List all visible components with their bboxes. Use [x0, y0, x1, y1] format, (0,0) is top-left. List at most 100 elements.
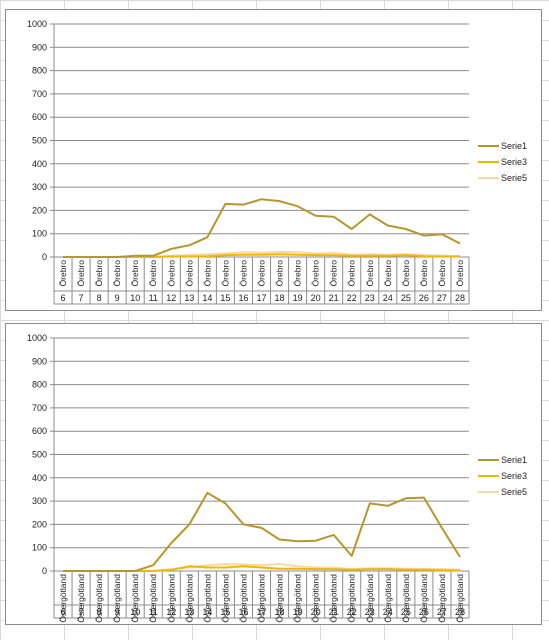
category-region-label: Östergötland	[347, 574, 357, 623]
x-tick-label: 7	[79, 607, 84, 617]
category-region-label: Östergötland	[76, 574, 86, 623]
x-tick-label: 22	[347, 293, 357, 303]
legend-label: Serie1	[501, 455, 527, 465]
category-region-label: Örebro	[130, 260, 140, 287]
y-tick-label: 1000	[27, 333, 47, 343]
x-tick-label: 13	[184, 607, 194, 617]
y-tick-label: 100	[32, 543, 47, 553]
x-tick-label: 17	[256, 293, 266, 303]
category-region-label: Östergötland	[184, 574, 194, 623]
chart-ostergotland: 0 100 200 300 400 500 600 700 800 900 1000 Östergöt…	[5, 323, 542, 625]
x-tick-label: 21	[329, 293, 339, 303]
category-region-label: Örebro	[148, 260, 158, 287]
category-region-label: Östergötland	[275, 574, 285, 623]
category-region-label: Östergötland	[329, 574, 339, 623]
x-tick-label: 16	[238, 293, 248, 303]
category-region-label: Östergötland	[58, 574, 68, 623]
x-tick-label: 19	[293, 607, 303, 617]
x-tick-label: 27	[437, 607, 447, 617]
x-tick-label: 23	[365, 607, 375, 617]
legend-label: Serie3	[501, 471, 527, 481]
x-tick-label: 11	[149, 293, 158, 303]
category-region-label: Örebro	[238, 260, 248, 287]
x-tick-label: 25	[401, 293, 411, 303]
y-tick-label: 700	[32, 89, 47, 99]
category-region-label: Östergötland	[257, 574, 267, 623]
y-tick-label: 300	[32, 496, 47, 506]
legend-label: Serie5	[501, 487, 527, 497]
x-tick-label: 26	[419, 293, 429, 303]
chart-svg: 0 100 200 300 400 500 600 700 800 900 1000 Örebro Ör…	[27, 19, 527, 305]
y-tick-label: 800	[32, 380, 47, 390]
x-tick-label: 15	[220, 293, 230, 303]
x-tick-label: 15	[220, 607, 230, 617]
y-tick-label: 500	[32, 450, 47, 460]
y-tick-label: 400	[32, 473, 47, 483]
category-region-label: Örebro	[275, 260, 285, 287]
category-region-label: Örebro	[94, 260, 104, 287]
y-tick-label: 200	[32, 519, 47, 529]
category-region-label: Örebro	[166, 260, 176, 287]
chart-orebro: 0 100 200 300 400 500 600 700 800 900 1000 Örebro Ör…	[5, 9, 542, 311]
category-region-label: Örebro	[311, 260, 321, 287]
series-line-serie1	[63, 198, 461, 258]
category-region-label: Östergötland	[365, 574, 375, 623]
category-region-label: Örebro	[365, 260, 375, 287]
category-region-label: Östergötland	[220, 574, 230, 623]
y-tick-label: 1000	[27, 19, 47, 29]
x-tick-label: 18	[275, 293, 285, 303]
category-region-label: Örebro	[293, 260, 303, 287]
category-region-label: Östergötland	[238, 574, 248, 623]
x-tick-label: 17	[256, 607, 266, 617]
category-region-label: Örebro	[401, 260, 411, 287]
y-tick-label: 600	[32, 112, 47, 122]
legend-label: Serie5	[501, 173, 527, 183]
x-tick-label: 8	[97, 607, 102, 617]
x-tick-label: 24	[383, 607, 393, 617]
x-tick-label: 24	[383, 293, 393, 303]
category-region-label: Örebro	[58, 260, 68, 287]
category-region-label: Örebro	[347, 260, 357, 287]
x-tick-label: 23	[365, 293, 375, 303]
category-region-label: Örebro	[383, 260, 393, 287]
x-tick-label: 9	[115, 607, 120, 617]
x-tick-label: 12	[166, 293, 176, 303]
y-tick-label: 800	[32, 66, 47, 76]
x-tick-label: 7	[79, 293, 84, 303]
category-region-label: Östergötland	[130, 574, 140, 623]
category-region-label: Östergötland	[293, 574, 303, 623]
category-region-label: Östergötland	[455, 574, 465, 623]
x-tick-label: 28	[455, 607, 465, 617]
category-region-label: Östergötland	[94, 574, 104, 623]
x-tick-label: 13	[184, 293, 194, 303]
x-tick-label: 21	[329, 607, 339, 617]
x-tick-label: 9	[115, 293, 120, 303]
category-region-label: Östergötland	[202, 574, 212, 623]
category-region-label: Östergötland	[112, 574, 122, 623]
category-region-label: Örebro	[202, 260, 212, 287]
category-region-label: Östergötland	[166, 574, 176, 623]
x-tick-label: 26	[419, 607, 429, 617]
chart-svg: 0 100 200 300 400 500 600 700 800 900 1000 Östergöt…	[27, 333, 527, 623]
x-tick-label: 12	[166, 607, 176, 617]
x-tick-label: 19	[293, 293, 303, 303]
y-tick-label: 600	[32, 426, 47, 436]
y-tick-label: 900	[32, 356, 47, 366]
x-tick-label: 8	[97, 293, 102, 303]
x-tick-label: 18	[275, 607, 285, 617]
x-tick-label: 11	[149, 607, 158, 617]
category-region-label: Örebro	[329, 260, 339, 287]
y-tick-label: 300	[32, 182, 47, 192]
category-region-label: Östergötland	[383, 574, 393, 623]
x-tick-label: 10	[130, 607, 140, 617]
category-region-label: Örebro	[76, 260, 86, 287]
legend-label: Serie3	[501, 157, 527, 167]
x-tick-label: 14	[202, 293, 212, 303]
category-region-label: Örebro	[419, 260, 429, 287]
y-tick-label: 500	[32, 136, 47, 146]
y-tick-label: 0	[42, 252, 47, 262]
y-tick-label: 0	[42, 566, 47, 576]
category-region-label: Östergötland	[148, 574, 158, 623]
category-region-label: Örebro	[437, 260, 447, 287]
x-tick-label: 22	[347, 607, 357, 617]
